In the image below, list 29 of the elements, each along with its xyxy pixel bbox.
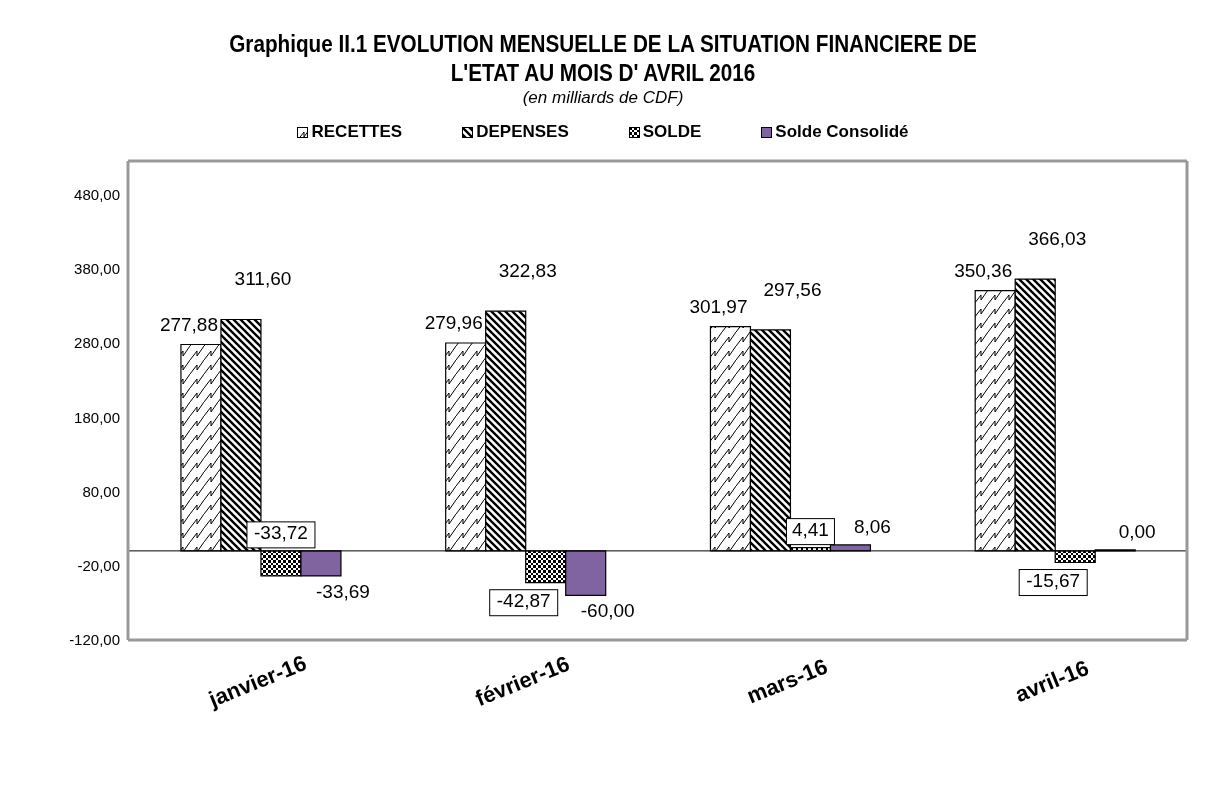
data-label: 4,41 [791, 518, 829, 540]
y-tick-label: 280,00 [74, 334, 120, 352]
data-label: 277,88 [159, 313, 219, 335]
data-label: 301,97 [689, 295, 748, 317]
y-tick-label: -120,00 [69, 631, 120, 649]
legend-label: RECETTES [311, 122, 403, 142]
chart-subtitle: (en milliards de CDF) [521, 88, 685, 108]
chart-title: Graphique II.1 EVOLUTION MENSUELLE DE LA SITUATION FINANCIERE DE L'ETAT AU MOIS D' AVRIL 2016 [228, 30, 978, 88]
y-tick-label: -20,00 [77, 557, 120, 575]
data-label: 311,60 [234, 268, 292, 290]
data-label: 366,03 [1028, 228, 1087, 250]
data-label: 279,96 [424, 311, 483, 333]
data-label: -33,72 [254, 521, 308, 543]
y-tick-label: 80,00 [82, 482, 120, 500]
data-label: -15,67 [1026, 569, 1081, 591]
data-label: 322,83 [498, 260, 557, 282]
y-tick-label: 480,00 [74, 185, 120, 203]
data-label: 350,36 [954, 259, 1013, 281]
legend-label: DEPENSES [476, 122, 569, 142]
y-tick-label: 180,00 [74, 408, 120, 426]
data-label: 8,06 [853, 515, 891, 537]
y-tick-label: 380,00 [74, 260, 120, 278]
legend-label: Solde Consolidé [775, 122, 909, 142]
data-label: -42,87 [496, 589, 551, 611]
data-label: 0,00 [1118, 520, 1156, 542]
data-label: -33,69 [316, 580, 370, 602]
legend-label: SOLDE [642, 122, 702, 142]
data-label: -60,00 [580, 600, 635, 622]
data-label: 297,56 [763, 278, 822, 300]
